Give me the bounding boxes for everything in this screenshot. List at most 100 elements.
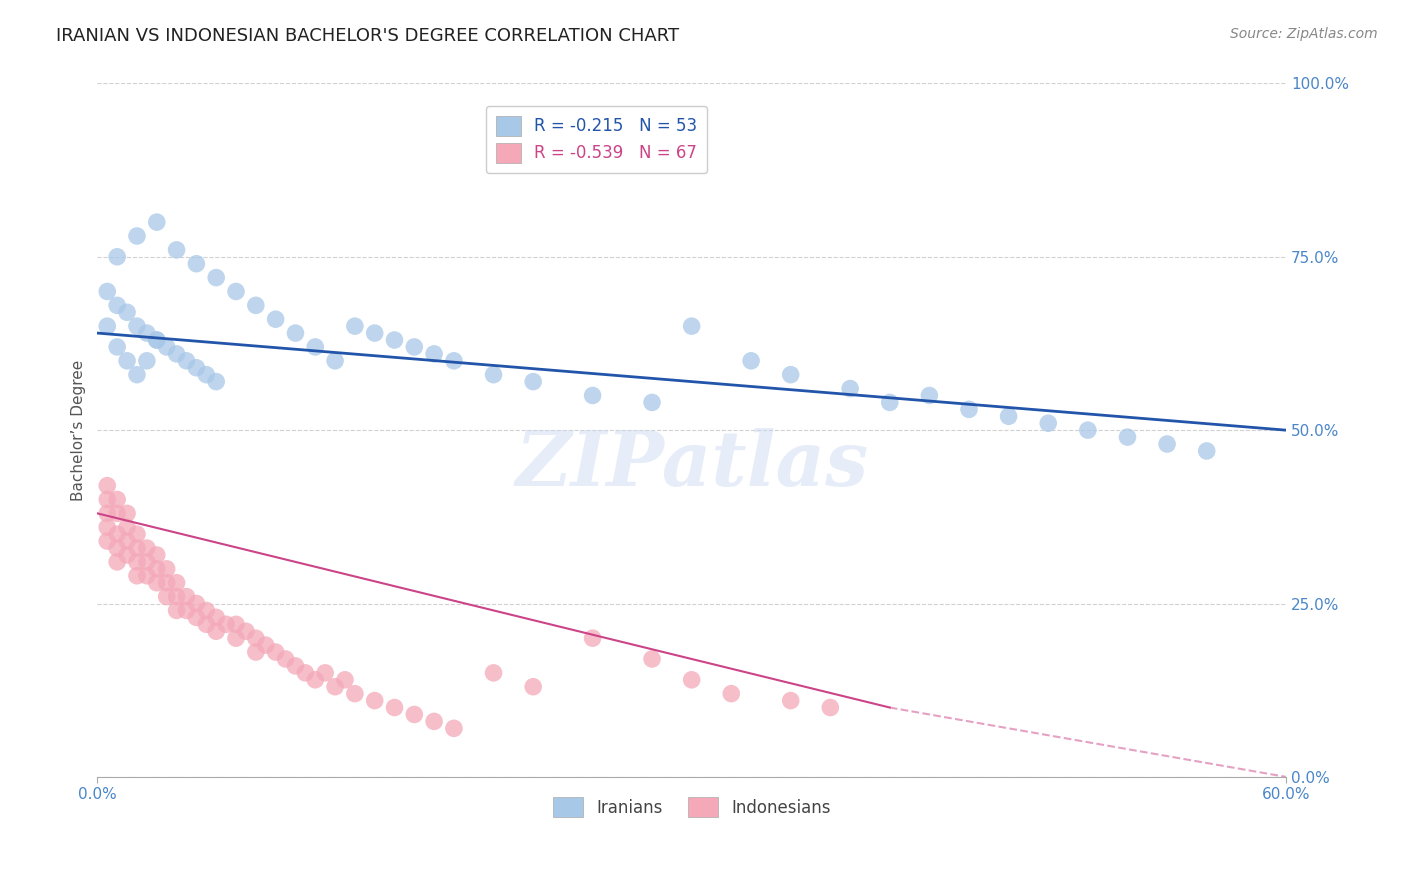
Point — [166, 347, 188, 361]
Point — [96, 319, 118, 334]
Point — [482, 665, 505, 680]
Point — [105, 340, 128, 354]
Point — [997, 409, 1019, 424]
Point — [96, 285, 118, 299]
Point — [125, 527, 148, 541]
Point — [522, 680, 544, 694]
Point — [879, 395, 901, 409]
Point — [125, 555, 148, 569]
Point — [384, 333, 406, 347]
Point — [443, 353, 465, 368]
Point — [115, 520, 138, 534]
Point — [740, 353, 762, 368]
Point — [235, 624, 257, 639]
Point — [146, 562, 169, 576]
Point — [681, 319, 703, 334]
Point — [125, 368, 148, 382]
Point — [274, 652, 297, 666]
Point — [225, 631, 247, 645]
Point — [839, 382, 862, 396]
Point — [304, 673, 326, 687]
Point — [125, 229, 148, 244]
Point — [215, 617, 238, 632]
Point — [195, 617, 218, 632]
Point — [176, 590, 198, 604]
Point — [423, 714, 446, 729]
Point — [105, 507, 128, 521]
Point — [135, 326, 157, 340]
Point — [1116, 430, 1139, 444]
Point — [363, 693, 385, 707]
Point — [135, 568, 157, 582]
Point — [105, 555, 128, 569]
Point — [186, 360, 208, 375]
Point — [581, 388, 603, 402]
Point — [96, 507, 118, 521]
Point — [125, 568, 148, 582]
Point — [115, 548, 138, 562]
Point — [195, 368, 218, 382]
Point — [166, 603, 188, 617]
Point — [343, 687, 366, 701]
Point — [146, 575, 169, 590]
Point — [146, 333, 169, 347]
Point — [156, 590, 179, 604]
Point — [176, 603, 198, 617]
Point — [96, 534, 118, 549]
Point — [957, 402, 980, 417]
Point — [205, 624, 228, 639]
Point — [443, 722, 465, 736]
Point — [482, 368, 505, 382]
Point — [186, 610, 208, 624]
Point — [284, 659, 307, 673]
Point — [205, 270, 228, 285]
Point — [176, 353, 198, 368]
Text: Source: ZipAtlas.com: Source: ZipAtlas.com — [1230, 27, 1378, 41]
Point — [135, 555, 157, 569]
Point — [105, 541, 128, 555]
Point — [581, 631, 603, 645]
Point — [105, 527, 128, 541]
Point — [156, 340, 179, 354]
Point — [323, 680, 346, 694]
Point — [146, 548, 169, 562]
Point — [323, 353, 346, 368]
Point — [115, 507, 138, 521]
Point — [404, 340, 426, 354]
Point — [384, 700, 406, 714]
Point — [245, 298, 267, 312]
Point — [166, 243, 188, 257]
Point — [195, 603, 218, 617]
Point — [125, 319, 148, 334]
Point — [186, 597, 208, 611]
Point — [284, 326, 307, 340]
Point — [720, 687, 742, 701]
Point — [186, 257, 208, 271]
Point — [225, 285, 247, 299]
Point — [96, 492, 118, 507]
Point — [146, 333, 169, 347]
Point — [681, 673, 703, 687]
Point — [918, 388, 941, 402]
Point — [146, 215, 169, 229]
Point — [166, 575, 188, 590]
Point — [115, 534, 138, 549]
Point — [333, 673, 356, 687]
Point — [105, 492, 128, 507]
Point — [205, 610, 228, 624]
Point — [1038, 416, 1060, 430]
Point — [115, 305, 138, 319]
Point — [363, 326, 385, 340]
Point — [304, 340, 326, 354]
Point — [294, 665, 316, 680]
Point — [166, 590, 188, 604]
Legend: Iranians, Indonesians: Iranians, Indonesians — [546, 790, 837, 824]
Point — [156, 562, 179, 576]
Point — [96, 478, 118, 492]
Point — [264, 312, 287, 326]
Point — [105, 298, 128, 312]
Y-axis label: Bachelor’s Degree: Bachelor’s Degree — [72, 359, 86, 500]
Point — [1156, 437, 1178, 451]
Point — [314, 665, 336, 680]
Point — [779, 368, 801, 382]
